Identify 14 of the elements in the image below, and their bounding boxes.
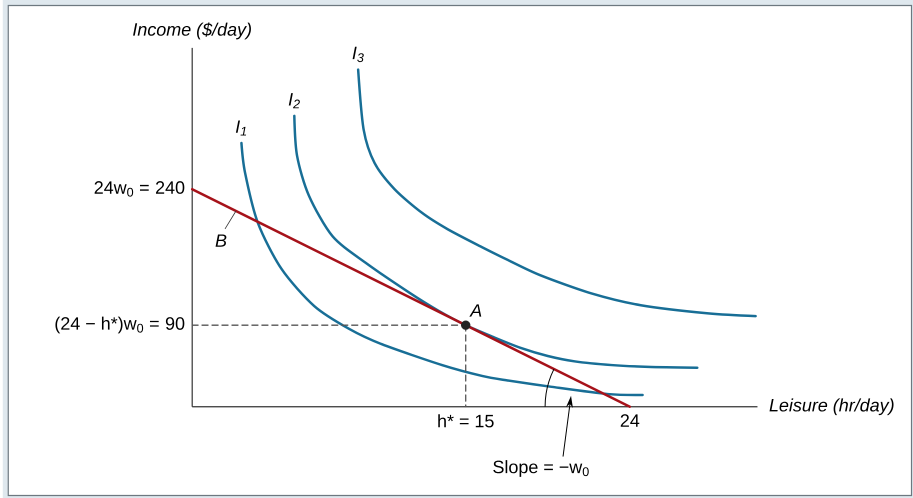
series-label: B — [216, 234, 226, 247]
series-label: A — [469, 304, 482, 316]
y-tick-label: 90 — [166, 316, 184, 330]
x-tick-label: h* = 15 — [438, 414, 494, 428]
series-label: I$_{3}$ — [352, 46, 364, 62]
x-axis-title: Leisure (hr/day) — [770, 398, 894, 415]
text: Slope = −w$_{0}$ — [493, 460, 589, 477]
series-label: I$_{2}$ — [288, 92, 300, 108]
y-tick-label: 240 — [156, 180, 184, 194]
series-label: I$_{1}$ — [236, 120, 246, 136]
y-axis-title: Income ($/day) — [133, 22, 251, 40]
annotation: (24 − h*)w$_{0}$ = — [55, 316, 159, 334]
x-tick-label: 24 — [620, 414, 640, 427]
annotation: 24w$_{0}$ = — [94, 180, 149, 196]
